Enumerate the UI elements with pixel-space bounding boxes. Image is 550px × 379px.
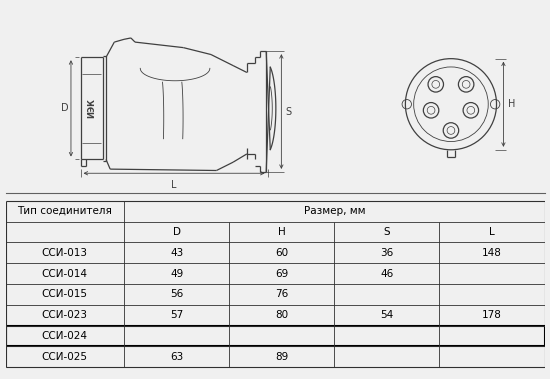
Text: ССИ-013: ССИ-013 bbox=[42, 248, 88, 258]
Text: 54: 54 bbox=[380, 310, 393, 320]
Text: 89: 89 bbox=[275, 352, 288, 362]
Text: ИЭК: ИЭК bbox=[87, 99, 96, 118]
Text: 46: 46 bbox=[380, 268, 393, 279]
Text: 76: 76 bbox=[275, 289, 288, 299]
Text: 36: 36 bbox=[380, 248, 393, 258]
Text: ССИ-025: ССИ-025 bbox=[42, 352, 88, 362]
Text: 80: 80 bbox=[275, 310, 288, 320]
Text: S: S bbox=[383, 227, 390, 237]
Text: L: L bbox=[172, 180, 177, 190]
Text: 148: 148 bbox=[482, 248, 502, 258]
Text: ССИ-015: ССИ-015 bbox=[42, 289, 88, 299]
Text: ССИ-023: ССИ-023 bbox=[42, 310, 88, 320]
Text: ССИ-024: ССИ-024 bbox=[42, 331, 88, 341]
Text: L: L bbox=[489, 227, 495, 237]
Text: H: H bbox=[508, 99, 515, 109]
Text: 63: 63 bbox=[170, 352, 183, 362]
Text: ССИ-014: ССИ-014 bbox=[42, 268, 88, 279]
Text: S: S bbox=[285, 106, 292, 116]
Text: 56: 56 bbox=[170, 289, 183, 299]
Text: 57: 57 bbox=[170, 310, 183, 320]
Text: H: H bbox=[278, 227, 285, 237]
Text: D: D bbox=[60, 103, 68, 113]
Text: 69: 69 bbox=[275, 268, 288, 279]
Text: 178: 178 bbox=[482, 310, 502, 320]
Text: 60: 60 bbox=[275, 248, 288, 258]
Bar bbox=[6, 326, 544, 346]
Text: 43: 43 bbox=[170, 248, 183, 258]
Text: 49: 49 bbox=[170, 268, 183, 279]
Text: Тип соединителя: Тип соединителя bbox=[18, 206, 112, 216]
Text: Размер, мм: Размер, мм bbox=[304, 206, 365, 216]
Text: D: D bbox=[173, 227, 180, 237]
